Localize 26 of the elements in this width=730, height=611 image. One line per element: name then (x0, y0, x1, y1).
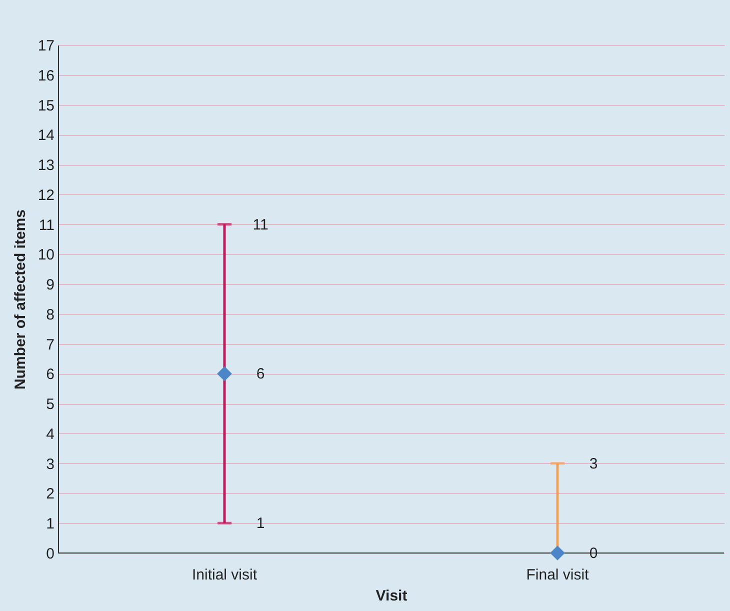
y-tick-label: 2 (46, 486, 54, 503)
y-tick-label: 5 (46, 396, 54, 414)
y-tick-label: 14 (38, 127, 54, 144)
y-tick-label: 11 (38, 216, 54, 234)
y-axis-title: Number of affected items (12, 209, 29, 390)
annotation: 1 (256, 515, 265, 532)
y-tick-label: 8 (46, 306, 54, 324)
y-tick-label: 9 (46, 276, 54, 294)
y-tick-label: 13 (38, 157, 54, 174)
x-tick-label: Initial visit (192, 566, 258, 584)
y-tick-label: 4 (46, 426, 54, 443)
y-tick-label: 7 (46, 336, 54, 354)
y-tick-label: 0 (46, 546, 54, 562)
y-tick-label: 12 (38, 186, 54, 204)
y-tick-label: 1 (46, 516, 54, 533)
y-tick-label: 17 (38, 38, 54, 54)
y-tick-label: 15 (38, 97, 54, 114)
data-label: 6 (256, 366, 265, 383)
x-axis-title: Visit (376, 588, 408, 604)
x-tick-label: Final visit (526, 566, 590, 584)
y-tick-label: 10 (38, 246, 54, 264)
annotation: 11 (252, 216, 268, 234)
y-tick-label: 3 (46, 456, 54, 473)
y-tick-label: 6 (46, 366, 54, 384)
annotation: 3 (589, 455, 598, 472)
y-tick-label: 16 (38, 67, 54, 84)
